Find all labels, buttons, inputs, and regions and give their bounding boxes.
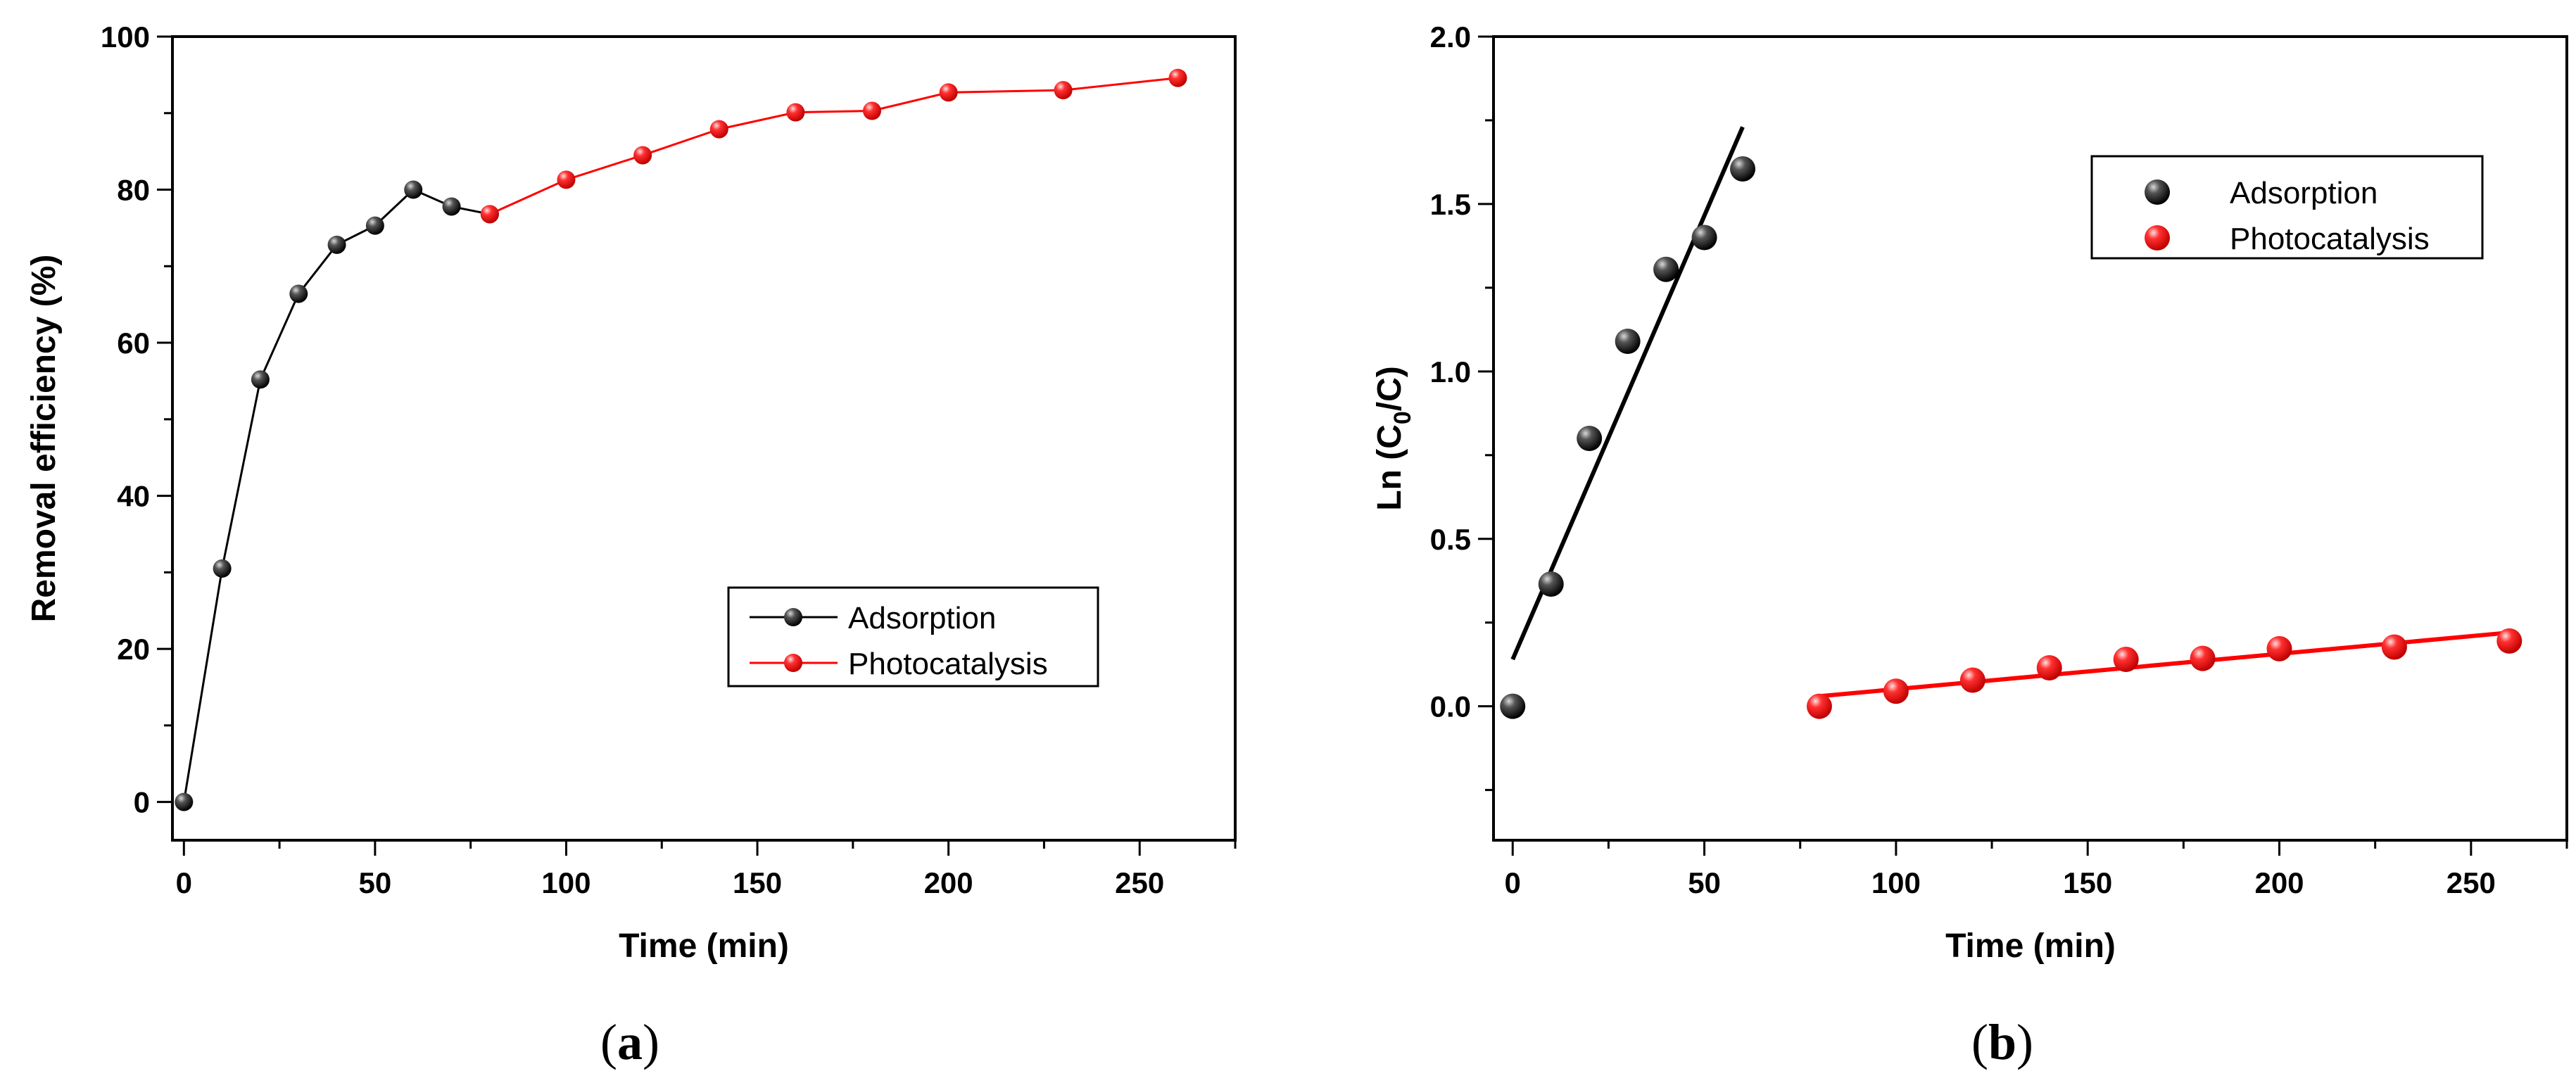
panel-a-y-tick-label: 0: [134, 786, 150, 819]
panel-a-point-adsorption: [289, 284, 308, 303]
panel-b-y-tick-label: 0.0: [1430, 690, 1471, 723]
panel-a-point-adsorption: [442, 197, 461, 216]
panel-b-point-photocatalysis: [2036, 654, 2062, 680]
panel-a-point-photocatalysis: [862, 101, 881, 120]
panel-b-ticks: 0 50 100 150 200 250 0.0 0.5 1.0 1.5 2.0: [1430, 20, 2568, 899]
panel-b-point-photocatalysis: [2496, 628, 2523, 654]
panel-b-x-tick-label: 250: [2446, 866, 2496, 899]
panel-a-point-photocatalysis: [939, 83, 958, 102]
panel-b-x-tick-label: 0: [1505, 866, 1521, 899]
panel-b-point-adsorption: [1691, 224, 1717, 251]
panel-b-legend: Adsorption Photocatalysis: [2090, 155, 2484, 260]
panel-b-point-photocatalysis: [2190, 645, 2216, 671]
panel-b-point-photocatalysis: [1883, 678, 1909, 704]
panel-a-point-photocatalysis: [1054, 81, 1073, 100]
panel-b-fit-line-adsorption: [1510, 126, 1745, 661]
panel-a-point-photocatalysis: [709, 120, 728, 139]
panel-b-y-axis-title: Ln (C0/C): [1371, 366, 1416, 511]
panel-a-legend-marker-photocatalysis: [784, 654, 802, 672]
panel-b-point-adsorption: [1500, 693, 1526, 719]
panel-a-x-axis-title: Time (min): [619, 927, 789, 965]
panel-b-legend-marker-adsorption: [2145, 179, 2170, 205]
panel-b-point-adsorption: [1730, 156, 1756, 182]
panel-a-ticks: 0 50 100 150 200 250 0 20 40 60 80 100: [101, 20, 1237, 899]
panel-b-y-tick-label: 0.5: [1430, 523, 1471, 556]
panel-b-legend-marker-photocatalysis: [2145, 225, 2170, 251]
panel-a-y-axis-title: Removal efficiency (%): [25, 255, 63, 623]
panel-a-point-adsorption: [365, 216, 384, 235]
panel-a-y-tick-label: 100: [101, 20, 150, 53]
panel-b-point-adsorption: [1615, 329, 1641, 355]
panel-b-x-tick-label: 150: [2063, 866, 2112, 899]
panel-a-point-adsorption: [327, 235, 346, 254]
panel-a-point-adsorption: [404, 180, 423, 199]
panel-a-point-photocatalysis: [633, 146, 652, 165]
panel-a-x-tick-label: 0: [176, 866, 192, 899]
panel-b-caption: (b): [1971, 1014, 2033, 1070]
panel-a-series: [175, 68, 1187, 811]
panel-b-point-photocatalysis: [2381, 634, 2407, 660]
panel-b-point-adsorption: [1653, 256, 1679, 282]
panel-a-y-tick-label: 40: [117, 480, 150, 513]
panel-b-y-tick-label: 2.0: [1430, 20, 1471, 53]
panel-a-legend: Adsorption Photocatalysis: [727, 586, 1099, 688]
panel-b-x-tick-label: 50: [1688, 866, 1721, 899]
panel-b-y-tick-label: 1.5: [1430, 188, 1471, 221]
panel-a-legend-marker-adsorption: [784, 608, 802, 626]
panel-a-legend-label-photocatalysis: Photocatalysis: [848, 647, 1048, 681]
panel-a-line-adsorption: [182, 188, 491, 802]
panel-a-x-tick-label: 150: [733, 866, 782, 899]
panel-b-point-adsorption: [1538, 571, 1564, 597]
panel-a-caption: (a): [600, 1014, 659, 1070]
panel-a-plot-frame: [171, 35, 1237, 842]
panel-a-line-photocatalysis: [489, 77, 1178, 215]
panel-b-point-photocatalysis: [1959, 667, 1985, 693]
panel-a-point-adsorption: [251, 370, 270, 389]
panel-b-x-tick-label: 200: [2254, 866, 2304, 899]
panel-a-legend-label-adsorption: Adsorption: [848, 601, 996, 635]
panel-b-point-photocatalysis: [2266, 635, 2292, 661]
panel-b-legend-label-photocatalysis: Photocatalysis: [2230, 222, 2430, 256]
panel-a-y-tick-label: 80: [117, 174, 150, 207]
panel-a-point-adsorption: [175, 792, 194, 811]
panel-b-point-photocatalysis: [1806, 693, 1832, 719]
panel-b-series: [1500, 126, 2523, 719]
panel-b-x-tick-label: 100: [1871, 866, 1921, 899]
panel-a-x-tick-label: 100: [541, 866, 591, 899]
panel-a-y-tick-label: 60: [117, 327, 150, 360]
panel-b-legend-label-adsorption: Adsorption: [2230, 176, 2378, 210]
panel-a-y-tick-label: 20: [117, 633, 150, 666]
panel-a-point-photocatalysis: [480, 205, 499, 224]
panel-a-x-tick-label: 250: [1115, 866, 1164, 899]
panel-b-y-tick-label: 1.0: [1430, 355, 1471, 388]
panel-a-point-photocatalysis: [1168, 68, 1187, 87]
panel-a-point-adsorption: [213, 559, 232, 578]
panel-a-chart: 0 50 100 150 200 250 0 20 40 60 80 100 Time (min) R…: [25, 20, 1237, 1070]
panel-b-point-adsorption: [1577, 426, 1603, 451]
panel-b-point-photocatalysis: [2113, 647, 2139, 673]
panel-b-chart: 0 50 100 150 200 250 0.0 0.5 1.0 1.5 2.0 Time (min…: [1371, 20, 2568, 1070]
panel-a-x-tick-label: 50: [359, 866, 392, 899]
panel-b-plot-frame: [1492, 35, 2568, 842]
panel-a-point-photocatalysis: [557, 170, 576, 189]
panel-a-point-photocatalysis: [786, 103, 805, 122]
panel-a-x-tick-label: 200: [924, 866, 973, 899]
panel-b-x-axis-title: Time (min): [1945, 927, 2116, 965]
